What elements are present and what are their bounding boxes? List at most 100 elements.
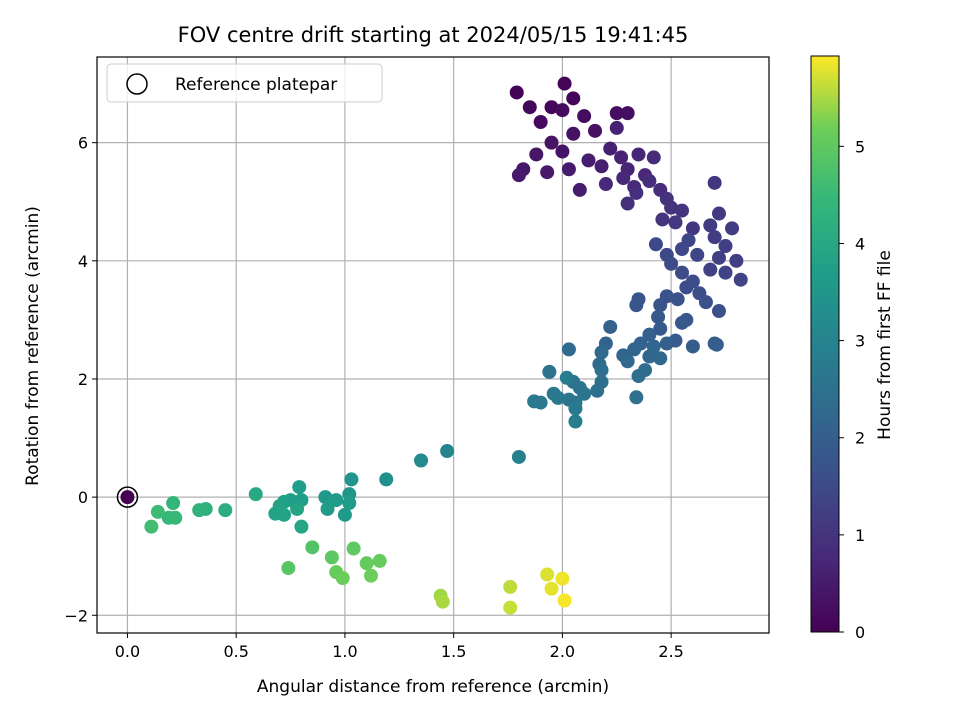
colorbar-ticks: 0 1 2 3 4 5 bbox=[839, 137, 865, 642]
data-point bbox=[533, 114, 548, 129]
data-point bbox=[120, 490, 135, 505]
colorbar-tick-label: 4 bbox=[855, 234, 865, 253]
data-point bbox=[346, 541, 361, 556]
data-point bbox=[440, 444, 455, 459]
data-point bbox=[646, 150, 661, 165]
data-point bbox=[664, 200, 679, 215]
data-point bbox=[629, 185, 644, 200]
data-point bbox=[359, 556, 374, 571]
data-point bbox=[679, 312, 694, 327]
data-point bbox=[603, 141, 618, 156]
chart-title: FOV centre drift starting at 2024/05/15 … bbox=[178, 23, 689, 47]
data-point bbox=[568, 401, 583, 416]
data-point bbox=[540, 567, 555, 582]
data-point bbox=[527, 394, 542, 409]
data-point bbox=[648, 237, 663, 252]
reference-marker-layer bbox=[116, 486, 139, 508]
data-point bbox=[566, 126, 581, 141]
data-point bbox=[627, 342, 642, 357]
x-tick-label: 1.0 bbox=[332, 642, 357, 661]
data-point bbox=[544, 135, 559, 150]
data-point bbox=[166, 496, 181, 511]
data-point bbox=[557, 593, 572, 608]
data-point bbox=[511, 449, 526, 464]
data-point bbox=[718, 239, 733, 254]
colorbar-label: Hours from first FF file bbox=[875, 250, 895, 440]
x-tick-label: 0.0 bbox=[115, 642, 140, 661]
data-point bbox=[629, 390, 644, 405]
y-tick-label: 4 bbox=[78, 252, 88, 271]
data-point bbox=[144, 519, 159, 534]
data-point bbox=[150, 504, 165, 519]
data-point bbox=[372, 553, 387, 568]
y-axis: −2 0 2 4 6 bbox=[64, 134, 97, 625]
data-point bbox=[616, 171, 631, 186]
data-point bbox=[659, 336, 674, 351]
data-point bbox=[594, 345, 609, 360]
data-point bbox=[324, 550, 339, 565]
legend-label: Reference platepar bbox=[175, 75, 337, 95]
data-point bbox=[670, 292, 685, 307]
data-point bbox=[522, 100, 537, 115]
data-point bbox=[711, 304, 726, 319]
data-point bbox=[568, 414, 583, 429]
data-point bbox=[542, 364, 557, 379]
data-point bbox=[590, 383, 605, 398]
data-point bbox=[614, 150, 629, 165]
data-point bbox=[305, 540, 320, 555]
data-point bbox=[379, 472, 394, 487]
x-axis-label: Angular distance from reference (arcmin) bbox=[257, 677, 609, 697]
data-point bbox=[718, 265, 733, 280]
data-point bbox=[337, 507, 352, 522]
plot-frame bbox=[96, 56, 770, 634]
data-point bbox=[703, 262, 718, 277]
data-point bbox=[642, 349, 657, 364]
data-point bbox=[603, 319, 618, 334]
data-point bbox=[729, 253, 744, 268]
data-point bbox=[192, 503, 207, 518]
data-point bbox=[581, 153, 596, 168]
y-tick-label: −2 bbox=[64, 606, 88, 625]
x-tick-label: 2.0 bbox=[550, 642, 575, 661]
data-point bbox=[555, 144, 570, 159]
colorbar: 0 1 2 3 4 5 Hours from first FF file bbox=[810, 55, 895, 642]
data-point bbox=[703, 218, 718, 233]
data-point bbox=[540, 165, 555, 180]
data-point bbox=[711, 206, 726, 221]
data-point bbox=[725, 221, 740, 236]
data-point bbox=[620, 196, 635, 211]
data-point bbox=[733, 272, 748, 287]
data-point bbox=[342, 496, 357, 511]
data-point bbox=[414, 453, 429, 468]
y-tick-label: 6 bbox=[78, 134, 88, 153]
data-point bbox=[685, 339, 700, 354]
legend-box bbox=[106, 63, 383, 103]
data-point bbox=[320, 501, 335, 516]
data-point bbox=[620, 106, 635, 121]
data-point bbox=[609, 106, 624, 121]
colorbar-tick-label: 1 bbox=[855, 526, 865, 545]
data-point bbox=[690, 247, 705, 262]
data-point bbox=[642, 327, 657, 342]
data-point bbox=[561, 342, 576, 357]
colorbar-tick-label: 2 bbox=[855, 429, 865, 448]
data-point bbox=[281, 561, 296, 576]
data-point bbox=[168, 510, 183, 525]
data-point bbox=[503, 600, 518, 615]
data-point bbox=[668, 215, 683, 230]
data-point bbox=[566, 91, 581, 106]
data-point bbox=[329, 493, 344, 508]
data-point bbox=[435, 594, 450, 609]
data-point bbox=[653, 321, 668, 336]
data-point bbox=[561, 162, 576, 177]
data-point bbox=[631, 369, 646, 384]
data-point bbox=[248, 487, 263, 502]
data-point bbox=[698, 295, 713, 310]
data-point bbox=[664, 256, 679, 271]
data-point bbox=[620, 354, 635, 369]
data-point bbox=[218, 503, 233, 518]
y-tick-label: 0 bbox=[78, 488, 88, 507]
data-point bbox=[318, 490, 333, 505]
data-point bbox=[653, 351, 668, 366]
